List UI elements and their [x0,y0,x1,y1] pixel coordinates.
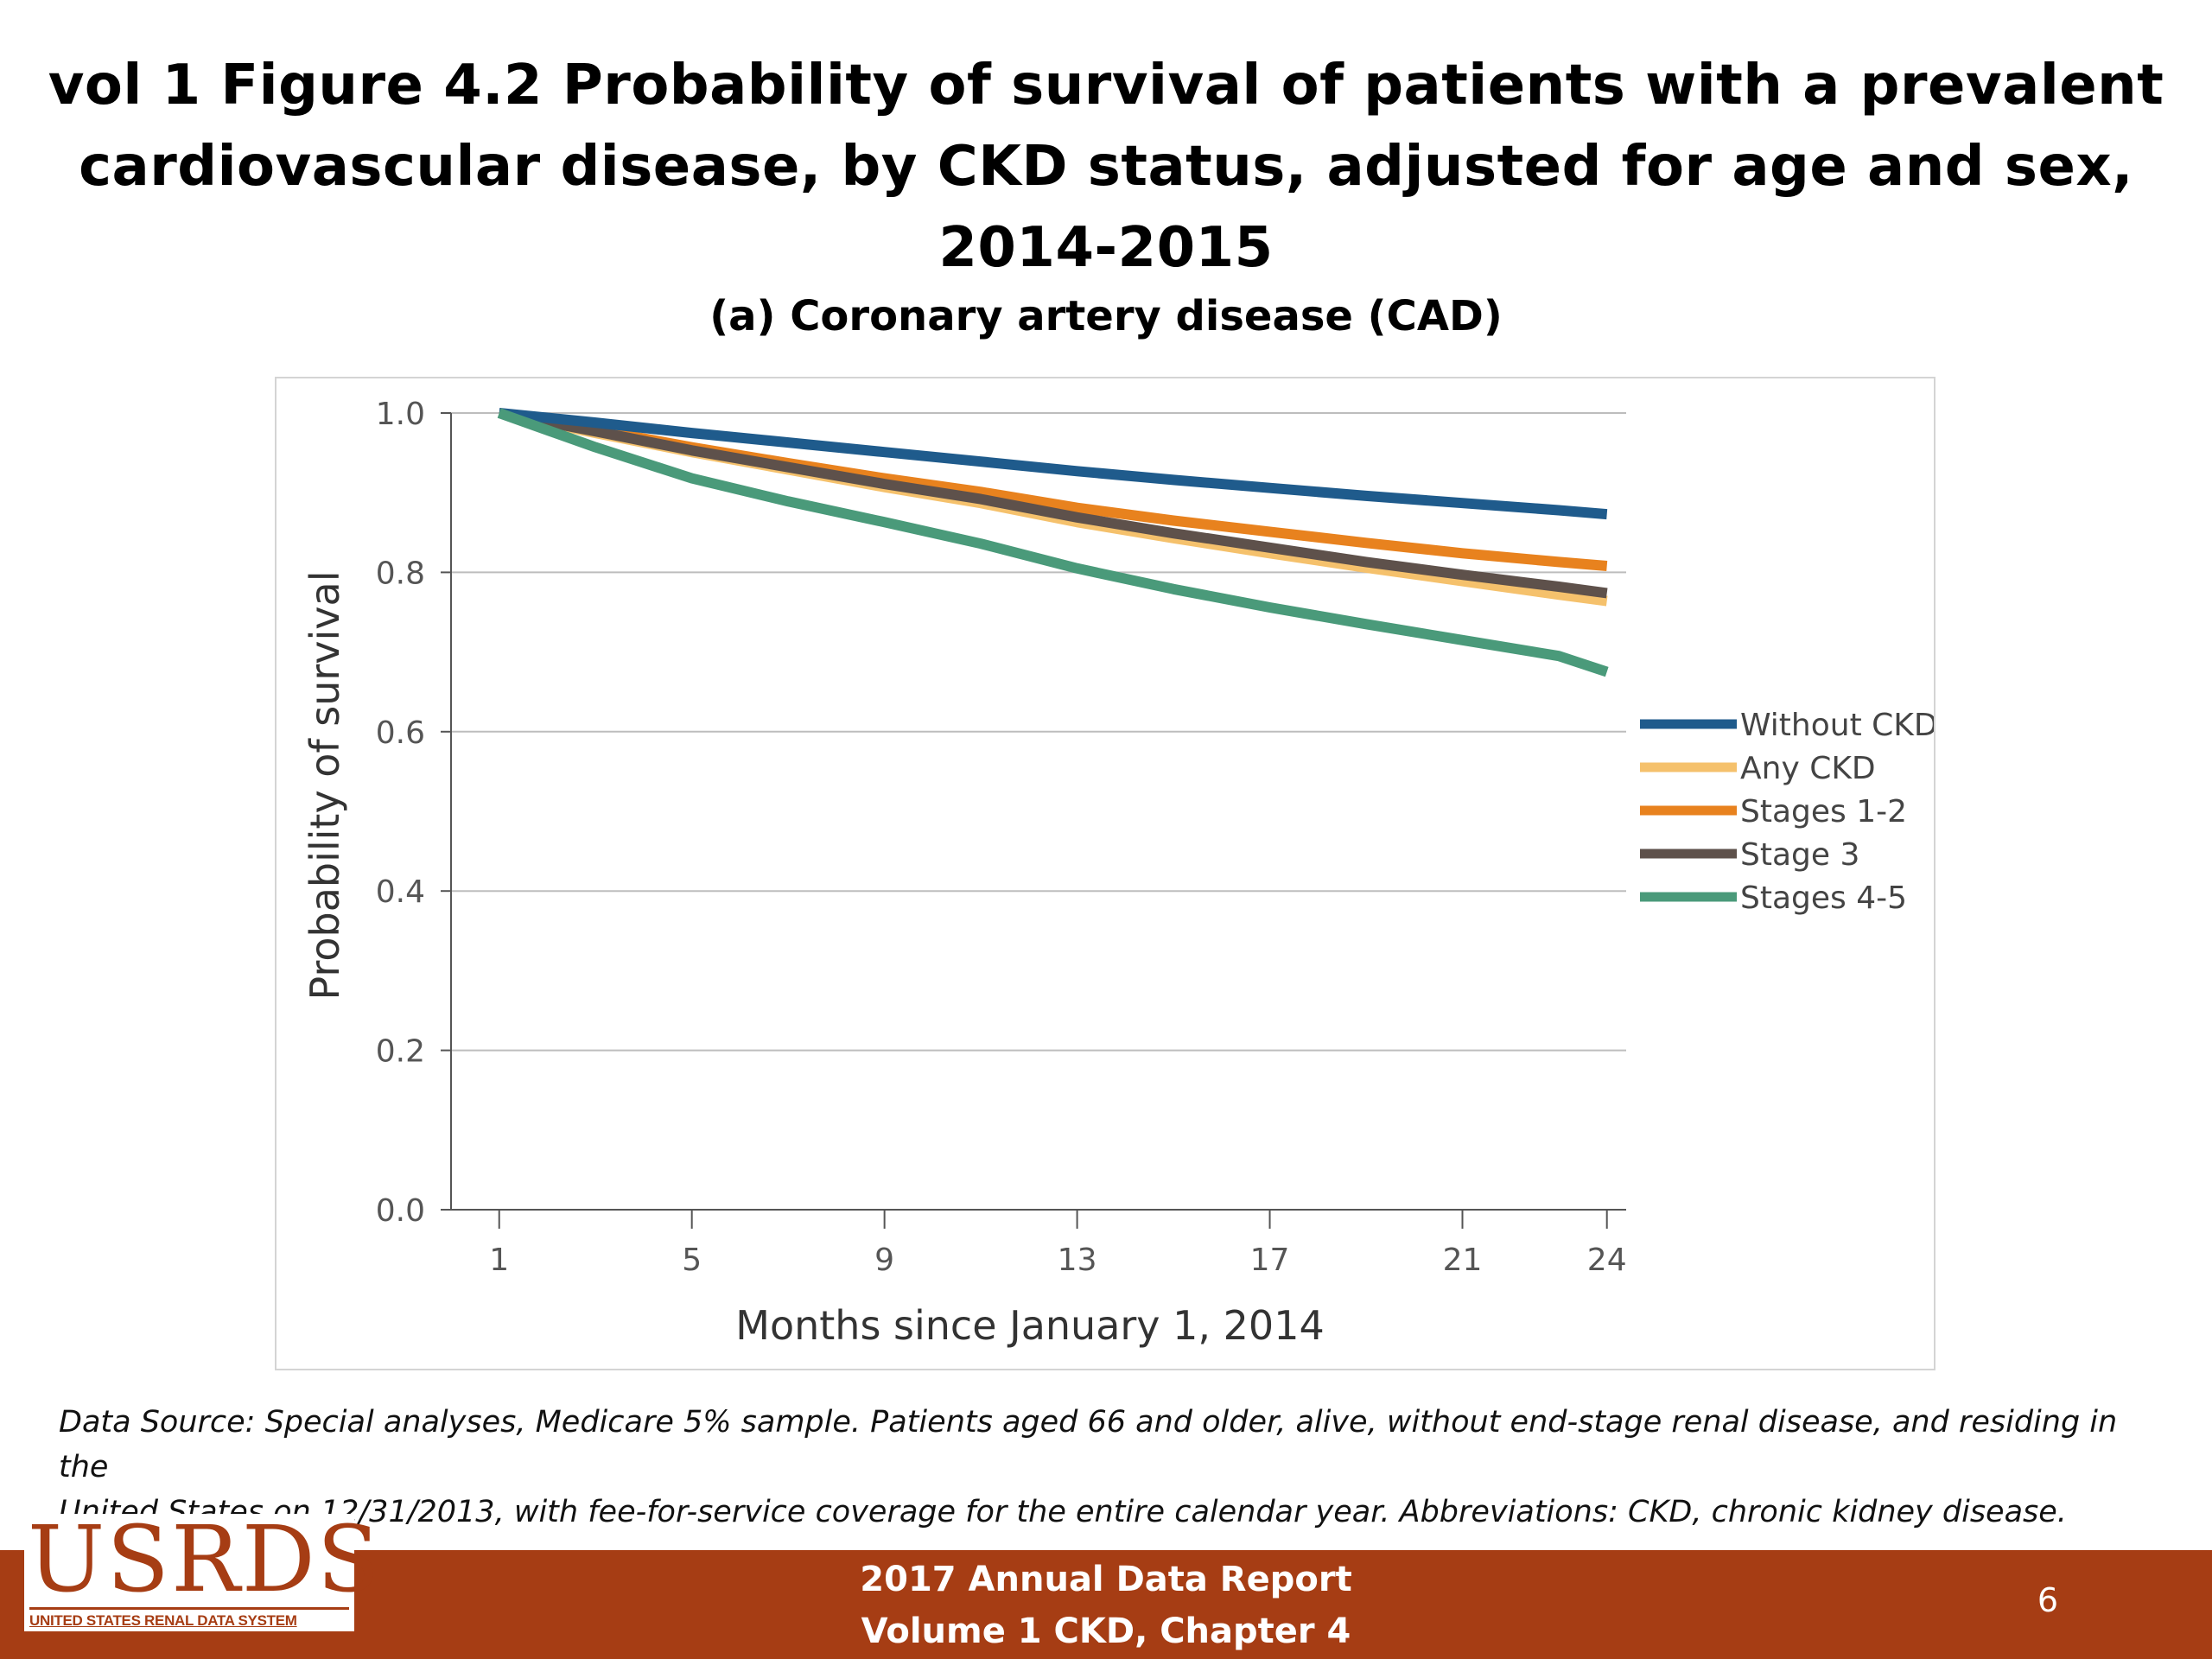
y-tick-label: 0.8 [376,556,425,591]
x-tick-label: 17 [1250,1243,1290,1278]
y-tick-label: 1.0 [376,397,425,432]
series-line-stages-4-5 [497,408,1609,677]
x-tick-label: 9 [874,1243,894,1278]
logo-wordmark: USRDS [28,1506,382,1612]
data-source-note: Data Source: Special analyses, Medicare … [59,1400,2167,1535]
slide-title-line2: cardiovascular disease, by CKD status, a… [79,135,2133,280]
y-axis-title: Probability of survival [302,571,348,1001]
legend-label: Stages 4-5 [1740,880,1907,916]
chart-frame: 0.0 0.2 0.4 0.6 0.8 1.0 1 5 9 13 17 21 24 Months sinc… [275,377,1936,1370]
y-tick-label: 0.4 [376,874,425,910]
y-tick-label: 0.0 [376,1193,425,1229]
y-tick-label: 0.2 [376,1034,425,1070]
x-tick-label: 21 [1443,1243,1483,1278]
survival-line-chart: 0.0 0.2 0.4 0.6 0.8 1.0 1 5 9 13 17 21 24 Months sinc… [302,397,1934,1349]
x-tick-label: 5 [682,1243,702,1278]
footer-line2: Volume 1 CKD, Chapter 4 [861,1611,1351,1651]
legend-label: Stages 1-2 [1740,794,1907,830]
legend-label: Stage 3 [1740,837,1859,873]
series-line-without-ckd [499,408,1608,520]
data-source-line1: Data Source: Special analyses, Medicare … [59,1405,2118,1484]
footer-bar [0,1550,2212,1659]
x-axis-title: Months since January 1, 2014 [735,1302,1324,1349]
series-line-stages-1-2 [498,408,1608,571]
footer-report-info: 2017 Annual Data Report Volume 1 CKD, Ch… [0,1554,2212,1657]
usrds-logo: USRDS UNITED STATES RENAL DATA SYSTEM [24,1514,379,1631]
page-number: 6 [2037,1581,2059,1619]
legend-label: Without CKD [1740,708,1934,743]
x-tick-label: 24 [1587,1243,1627,1278]
footer-line1: 2017 Annual Data Report [860,1560,1352,1599]
slide-title-line1: vol 1 Figure 4.2 Probability of survival… [48,54,2164,118]
x-tick-label: 1 [489,1243,509,1278]
logo-subtitle: UNITED STATES RENAL DATA SYSTEM [29,1612,297,1629]
x-tick-label: 13 [1058,1243,1097,1278]
series-line-stage-3 [498,408,1608,599]
legend-label: Any CKD [1740,751,1876,786]
logo-rule [29,1607,349,1610]
slide-title: vol 1 Figure 4.2 Probability of survival… [0,45,2212,289]
data-source-line2: United States on 12/31/2013, with fee-fo… [59,1495,2067,1529]
chart-title: (a) Coronary artery disease (CAD) [709,292,1503,340]
y-tick-label: 0.6 [376,715,425,751]
